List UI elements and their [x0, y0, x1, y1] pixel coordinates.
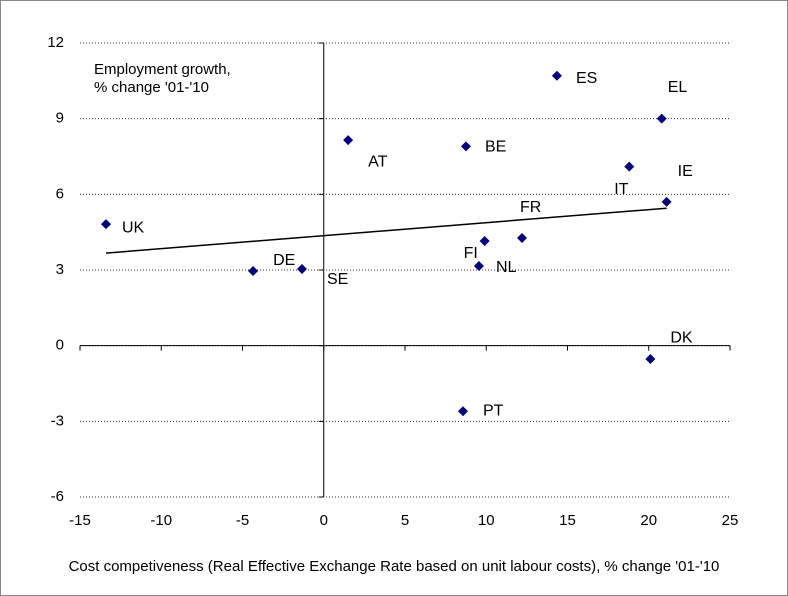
y-axis-label: % change '01-'10 [94, 79, 209, 96]
x-tick-label: -10 [150, 512, 172, 529]
y-tick-label: 3 [56, 261, 64, 278]
point [624, 161, 635, 172]
x-axis-label: Cost competiveness (Real Effective Excha… [69, 558, 720, 575]
point-label: ES [576, 70, 597, 87]
y-tick-label: 0 [56, 337, 64, 354]
x-tick-label: 20 [640, 512, 657, 529]
x-tick-label: -5 [236, 512, 249, 529]
point-label: DK [670, 329, 693, 346]
y-tick-label: 6 [56, 185, 64, 202]
trendline [105, 207, 667, 254]
point [661, 196, 672, 207]
point [101, 219, 111, 230]
y-tick-label: 9 [56, 110, 64, 127]
y-axis-label: Employment growth, [94, 61, 231, 78]
y-tick-label: 12 [47, 34, 64, 51]
point [296, 263, 307, 274]
point [479, 235, 490, 246]
point-label: IE [678, 163, 693, 180]
x-tick-label: 10 [478, 512, 495, 529]
point-label: UK [122, 219, 145, 236]
y-tick-label: -3 [51, 412, 64, 429]
point-label: FI [464, 245, 478, 262]
point-label: PT [483, 402, 504, 419]
point-label: IT [614, 181, 628, 198]
x-tick-label: 0 [320, 512, 328, 529]
point [473, 260, 484, 271]
x-tick-label: -15 [69, 512, 91, 529]
x-tick-label: 5 [401, 512, 409, 529]
point-label: BE [485, 139, 506, 156]
y-tick-label: -6 [51, 488, 64, 505]
point [248, 266, 259, 277]
point [551, 70, 562, 81]
point-label: NL [496, 259, 517, 276]
point-label: FR [520, 199, 541, 216]
point [460, 141, 471, 152]
point-label: EL [668, 79, 688, 96]
point-label: AT [368, 153, 387, 170]
point [645, 354, 656, 365]
point [343, 135, 354, 146]
point [458, 406, 469, 417]
point [517, 232, 527, 243]
x-tick-label: 15 [559, 512, 576, 529]
point [656, 113, 667, 124]
point-label: DE [273, 252, 295, 269]
point-label: SE [327, 271, 348, 288]
x-tick-label: 25 [722, 512, 739, 529]
